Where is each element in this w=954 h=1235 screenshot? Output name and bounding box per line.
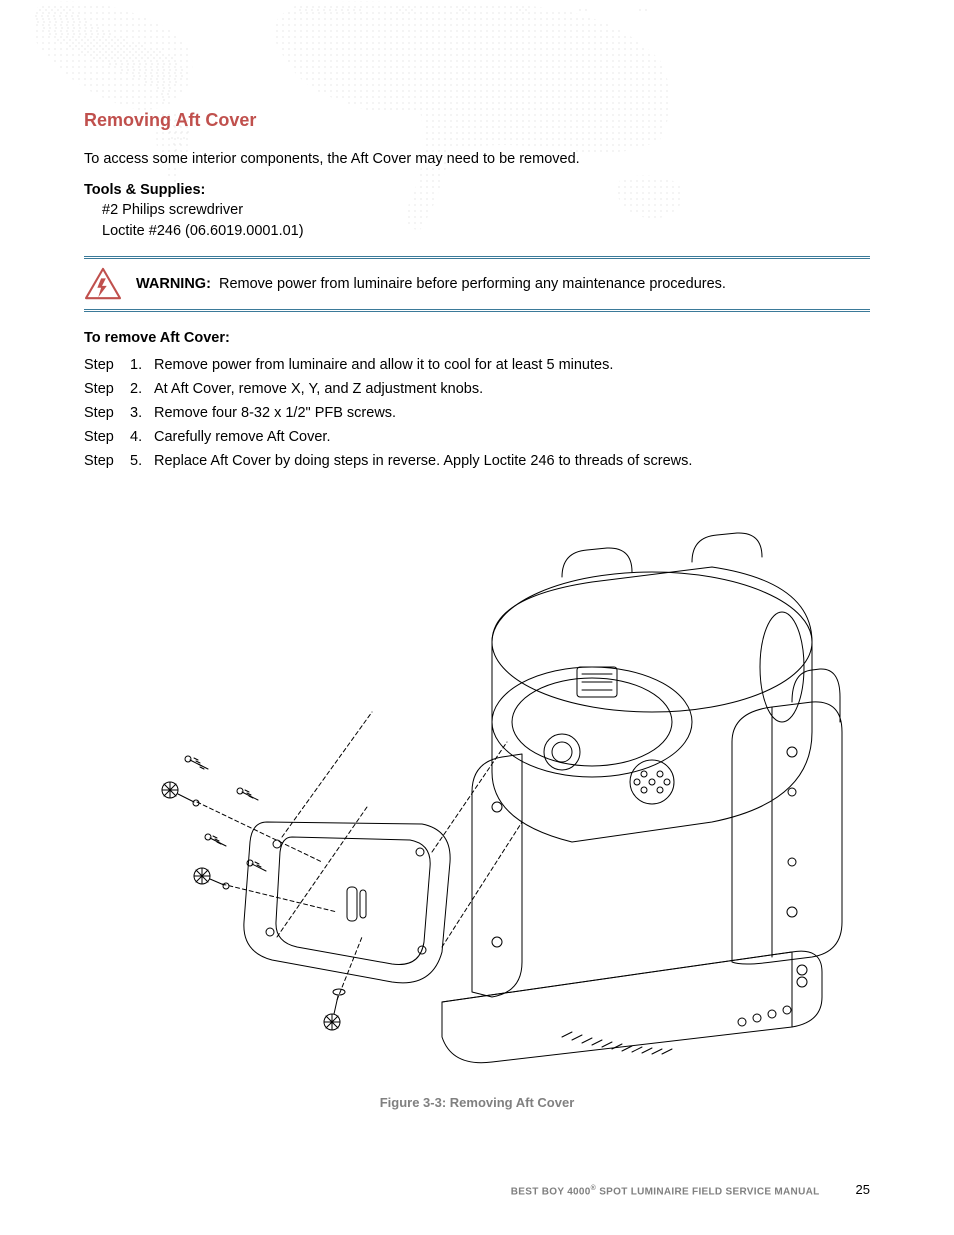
step-text: Remove power from luminaire and allow it…	[154, 354, 870, 378]
step-row: Step 4. Carefully remove Aft Cover.	[84, 426, 870, 450]
procedure-heading: To remove Aft Cover:	[84, 330, 870, 346]
step-row: Step 2. At Aft Cover, remove X, Y, and Z…	[84, 378, 870, 402]
figure: Figure 3-3: Removing Aft Cover	[84, 492, 870, 1110]
tools-item: #2 Philips screwdriver	[102, 200, 870, 221]
step-text: Replace Aft Cover by doing steps in reve…	[154, 450, 870, 474]
warning-text: WARNING: Remove power from luminaire bef…	[136, 276, 726, 292]
luminaire-illustration	[92, 492, 862, 1072]
step-number: 4.	[130, 426, 154, 450]
tools-item: Loctite #246 (06.6019.0001.01)	[102, 221, 870, 242]
footer-title: BEST BOY 4000® SPOT LUMINAIRE FIELD SERV…	[511, 1185, 820, 1197]
warning-icon	[84, 267, 122, 301]
page-footer: BEST BOY 4000® SPOT LUMINAIRE FIELD SERV…	[0, 1182, 954, 1197]
warning-body: Remove power from luminaire before perfo…	[219, 276, 726, 292]
tools-list: #2 Philips screwdriver Loctite #246 (06.…	[84, 200, 870, 242]
footer-title-pre: BEST BOY 4000	[511, 1186, 591, 1197]
step-row: Step 3. Remove four 8-32 x 1/2" PFB scre…	[84, 402, 870, 426]
procedure-steps: Step 1. Remove power from luminaire and …	[84, 354, 870, 474]
intro-text: To access some interior components, the …	[84, 149, 870, 170]
step-label: Step	[84, 354, 130, 378]
step-number: 2.	[130, 378, 154, 402]
step-number: 5.	[130, 450, 154, 474]
step-label: Step	[84, 378, 130, 402]
warning-label: WARNING:	[136, 276, 211, 292]
step-row: Step 5. Replace Aft Cover by doing steps…	[84, 450, 870, 474]
warning-box: WARNING: Remove power from luminaire bef…	[84, 256, 870, 312]
step-label: Step	[84, 450, 130, 474]
step-row: Step 1. Remove power from luminaire and …	[84, 354, 870, 378]
page-content: Removing Aft Cover To access some interi…	[0, 0, 954, 1110]
tools-heading: Tools & Supplies:	[84, 182, 870, 198]
step-label: Step	[84, 402, 130, 426]
footer-title-post: SPOT LUMINAIRE FIELD SERVICE MANUAL	[596, 1186, 819, 1197]
step-text: Carefully remove Aft Cover.	[154, 426, 870, 450]
section-heading: Removing Aft Cover	[84, 110, 870, 131]
step-number: 3.	[130, 402, 154, 426]
step-number: 1.	[130, 354, 154, 378]
step-text: Remove four 8-32 x 1/2" PFB screws.	[154, 402, 870, 426]
footer-page-number: 25	[856, 1182, 870, 1197]
step-text: At Aft Cover, remove X, Y, and Z adjustm…	[154, 378, 870, 402]
figure-caption: Figure 3-3: Removing Aft Cover	[84, 1095, 870, 1110]
step-label: Step	[84, 426, 130, 450]
